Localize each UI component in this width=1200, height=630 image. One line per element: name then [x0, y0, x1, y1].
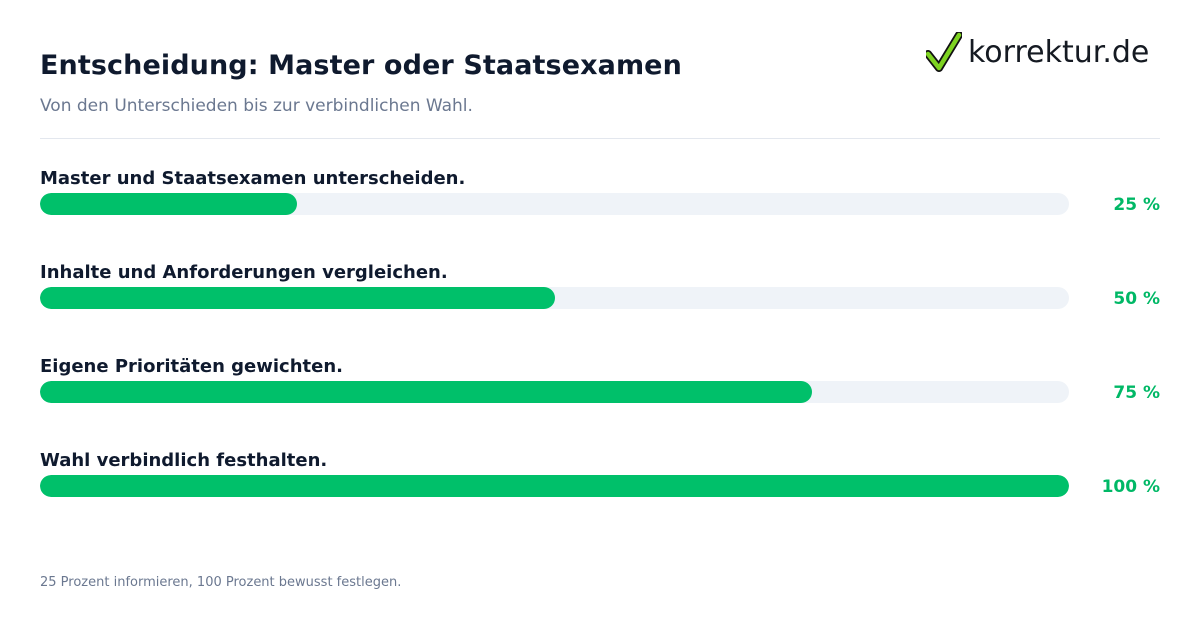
- bar-value-label: 50 %: [1113, 289, 1160, 309]
- bar-track: [40, 381, 1069, 403]
- bar-category-label: Master und Staatsexamen unterscheiden.: [40, 168, 466, 189]
- bar-track: [40, 287, 1069, 309]
- logo-text: korrektur.de: [968, 34, 1150, 70]
- progress-row: Eigene Prioritäten gewichten. 75 %: [40, 356, 1160, 416]
- bar-fill: [40, 287, 555, 309]
- progress-row: Wahl verbindlich festhalten. 100 %: [40, 450, 1160, 510]
- bar-fill: [40, 381, 812, 403]
- progress-row: Master und Staatsexamen unterscheiden. 25…: [40, 168, 1160, 228]
- bar-category-label: Eigene Prioritäten gewichten.: [40, 356, 343, 377]
- brand-logo[interactable]: korrektur.de: [926, 30, 1149, 74]
- bar-track: [40, 475, 1069, 497]
- bar-track: [40, 193, 1069, 215]
- footnote: 25 Prozent informieren, 100 Prozent bewu…: [40, 575, 402, 590]
- checkmark-icon: [926, 32, 962, 72]
- bar-category-label: Wahl verbindlich festhalten.: [40, 450, 328, 471]
- bar-fill: [40, 475, 1069, 497]
- bar-value-label: 100 %: [1101, 477, 1160, 497]
- page-subtitle: Von den Unterschieden bis zur verbindlic…: [40, 96, 473, 116]
- bar-value-label: 75 %: [1113, 383, 1160, 403]
- bar-category-label: Inhalte und Anforderungen vergleichen.: [40, 262, 448, 283]
- bar-value-label: 25 %: [1113, 195, 1160, 215]
- header-divider: [40, 138, 1160, 139]
- page-title: Entscheidung: Master oder Staatsexamen: [40, 50, 682, 81]
- bar-fill: [40, 193, 298, 215]
- progress-row: Inhalte und Anforderungen vergleichen. 50…: [40, 262, 1160, 322]
